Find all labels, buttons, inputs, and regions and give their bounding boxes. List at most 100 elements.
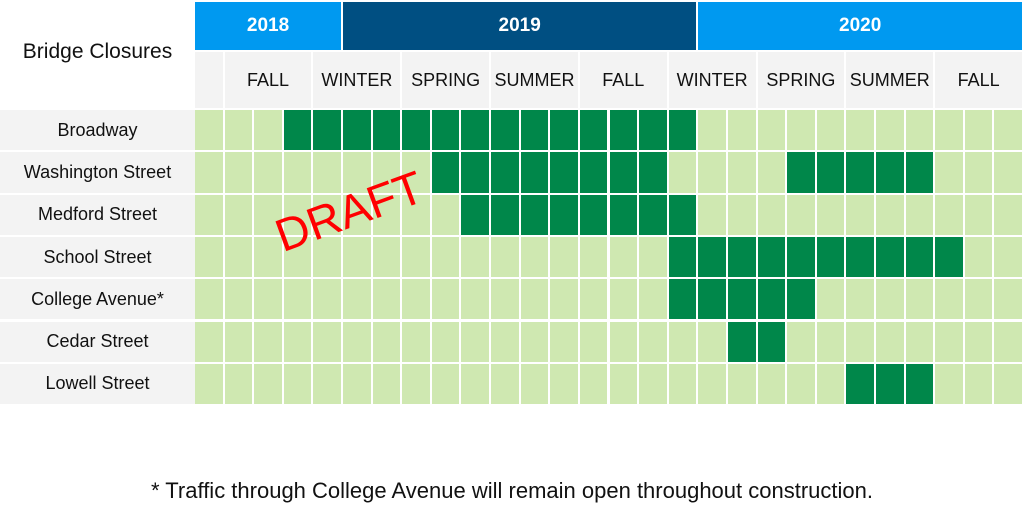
closed-cell <box>668 110 699 153</box>
open-cell <box>195 194 225 237</box>
open-cell <box>313 279 344 322</box>
open-cell <box>727 194 758 237</box>
open-cell <box>639 363 669 407</box>
open-cell <box>964 236 995 280</box>
open-cell <box>343 279 373 322</box>
open-cell <box>579 321 610 364</box>
closed-cell <box>431 110 462 153</box>
closed-cell <box>343 110 373 153</box>
open-cell <box>935 279 965 322</box>
open-cell <box>609 236 640 280</box>
open-cell <box>550 236 580 280</box>
open-cell <box>313 194 344 237</box>
open-cell <box>491 321 521 364</box>
open-cell <box>757 194 788 237</box>
open-cell <box>668 152 699 195</box>
open-cell <box>935 152 965 195</box>
open-cell <box>224 321 255 364</box>
open-cell <box>816 110 847 153</box>
closed-cell <box>875 152 906 195</box>
closed-cell <box>639 194 669 237</box>
open-cell <box>757 363 788 407</box>
open-cell <box>254 279 284 322</box>
open-cell <box>639 321 669 364</box>
open-cell <box>727 110 758 153</box>
season-header: SUMMER <box>846 52 936 108</box>
closed-cell <box>639 152 669 195</box>
open-cell <box>372 279 403 322</box>
open-cell <box>935 110 965 153</box>
open-cell <box>639 236 669 280</box>
open-cell <box>846 194 876 237</box>
open-cell <box>905 321 936 364</box>
open-cell <box>609 321 640 364</box>
open-cell <box>698 363 728 407</box>
closed-cell <box>905 363 936 407</box>
open-cell <box>964 110 995 153</box>
row-label: Washington Street <box>0 152 195 195</box>
open-cell <box>550 363 580 407</box>
chart-title: Bridge Closures <box>22 40 173 63</box>
open-cell <box>787 194 817 237</box>
open-cell <box>994 194 1024 237</box>
open-cell <box>668 321 699 364</box>
closed-cell <box>905 236 936 280</box>
open-cell <box>254 152 284 195</box>
open-cell <box>698 321 728 364</box>
open-cell <box>905 110 936 153</box>
open-cell <box>195 279 225 322</box>
closed-cell <box>283 110 314 153</box>
open-cell <box>195 363 225 407</box>
open-cell <box>313 152 344 195</box>
closed-cell <box>757 321 788 364</box>
closed-cell <box>550 194 580 237</box>
open-cell <box>343 194 373 237</box>
open-cell <box>224 194 255 237</box>
row-label: College Avenue* <box>0 279 195 322</box>
open-cell <box>343 363 373 407</box>
open-cell <box>491 279 521 322</box>
open-cell <box>579 279 610 322</box>
season-header: SPRING <box>757 52 847 108</box>
open-cell <box>964 279 995 322</box>
closed-cell <box>875 363 906 407</box>
closed-cell <box>668 236 699 280</box>
open-cell <box>431 194 462 237</box>
closed-cell <box>816 236 847 280</box>
open-cell <box>461 363 492 407</box>
closed-cell <box>609 152 640 195</box>
open-cell <box>668 363 699 407</box>
open-cell <box>816 363 847 407</box>
closed-cell <box>757 279 788 322</box>
open-cell <box>402 236 432 280</box>
closed-cell <box>520 110 551 153</box>
open-cell <box>520 236 551 280</box>
open-cell <box>402 363 432 407</box>
open-cell <box>461 321 492 364</box>
open-cell <box>964 194 995 237</box>
closed-cell <box>639 110 669 153</box>
open-cell <box>609 363 640 407</box>
open-cell <box>195 152 225 195</box>
season-header: FALL <box>935 52 1024 108</box>
closed-cell <box>609 194 640 237</box>
open-cell <box>579 363 610 407</box>
open-cell <box>343 152 373 195</box>
open-cell <box>224 236 255 280</box>
year-header: 2020 <box>698 2 1024 50</box>
row-label: Broadway <box>0 110 195 153</box>
open-cell <box>283 194 314 237</box>
open-cell <box>698 152 728 195</box>
closed-cell <box>550 152 580 195</box>
open-cell <box>846 321 876 364</box>
open-cell <box>935 363 965 407</box>
closed-cell <box>875 236 906 280</box>
closed-cell <box>461 152 492 195</box>
open-cell <box>579 236 610 280</box>
closed-cell <box>698 236 728 280</box>
closed-cell <box>787 279 817 322</box>
open-cell <box>609 279 640 322</box>
open-cell <box>787 363 817 407</box>
open-cell <box>461 279 492 322</box>
open-cell <box>313 363 344 407</box>
